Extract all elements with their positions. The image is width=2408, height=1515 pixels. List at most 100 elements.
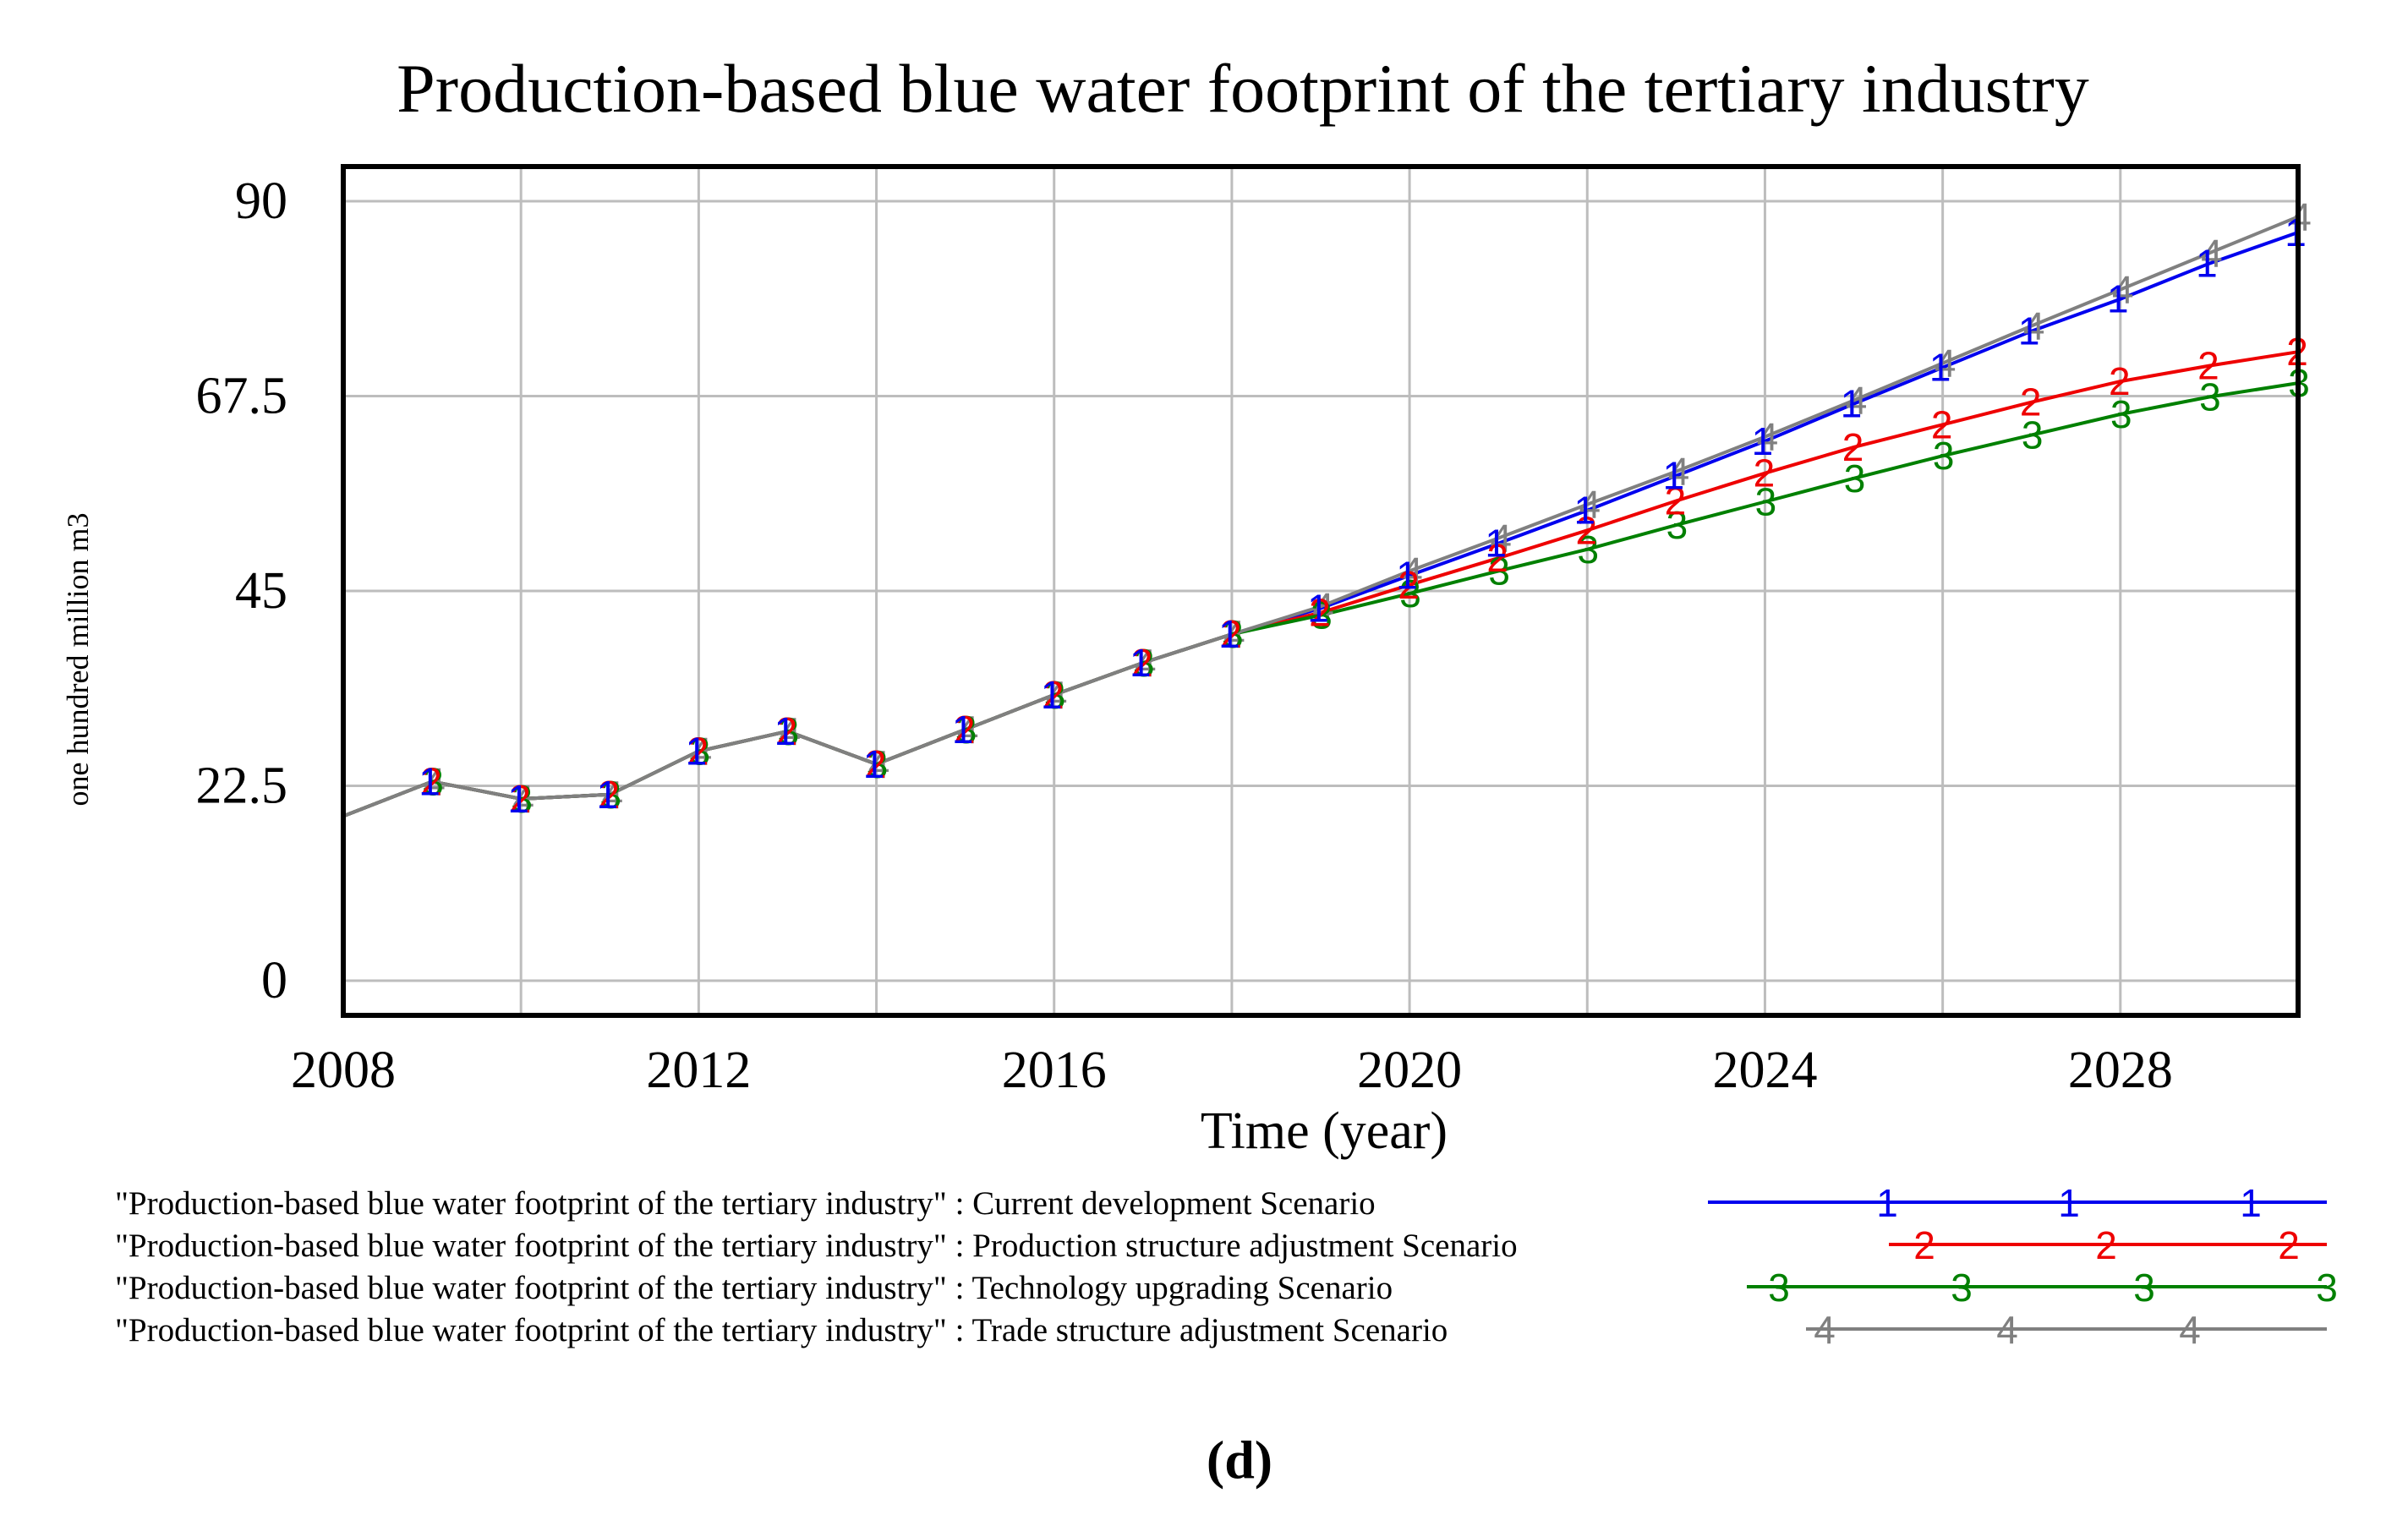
data-point-series-1: 1 [1041, 673, 1063, 717]
data-point-series-1: 1 [1573, 489, 1595, 533]
data-point-series-1: 1 [1485, 522, 1507, 566]
data-point-series-3: 3 [2110, 392, 2132, 436]
data-point-series-1: 1 [1396, 554, 1418, 598]
data-point-series-1: 1 [1841, 382, 1863, 426]
data-point-series-1: 1 [1929, 346, 1951, 390]
legend-label-2: "Production-based blue water footprint o… [115, 1228, 1518, 1264]
x-axis-ticks: 2008 2012 2016 2020 2024 2028 [291, 1042, 2173, 1099]
data-point-series-3: 3 [511, 777, 533, 821]
x-tick-label: 2024 [1712, 1042, 1817, 1099]
data-point-series-1: 1 [1307, 586, 1329, 630]
data-point-series-4: 4 [2112, 267, 2134, 311]
data-point-series-4: 4 [1846, 379, 1868, 423]
data-point-series-2: 2 [2197, 344, 2219, 388]
data-point-series-2: 2 [509, 777, 531, 821]
y-tick-label: 22.5 [196, 758, 288, 815]
legend-marker-1: 1 [1876, 1181, 1898, 1225]
x-axis-label: Time (year) [1201, 1102, 1448, 1160]
data-point-series-4: 4 [2201, 231, 2223, 275]
data-point-series-4: 4 [1490, 517, 1512, 561]
data-point-series-4: 4 [1668, 450, 1690, 494]
data-point-series-2: 2 [865, 742, 887, 786]
legend-marker-4: 4 [1814, 1308, 1836, 1352]
data-point-series-2: 2 [420, 759, 442, 803]
legend-marker-4: 4 [1996, 1308, 2018, 1352]
data-point-series-1: 1 [1752, 419, 1774, 463]
data-point-series-1: 1 [1663, 454, 1685, 498]
data-point-series-1: 1 [686, 730, 708, 774]
data-point-series-3: 3 [2022, 413, 2044, 457]
data-point-series-1: 1 [774, 709, 796, 753]
data-point-series-3: 3 [599, 773, 621, 817]
data-point-series-3: 3 [1133, 641, 1155, 685]
data-point-series-2: 2 [1131, 641, 1153, 685]
data-point-series-4: 4 [601, 773, 623, 817]
legend-marker-3: 3 [2133, 1266, 2155, 1310]
data-point-series-4: 4 [1757, 415, 1779, 459]
data-point-series-3: 3 [955, 708, 977, 752]
data-point-series-1: 1 [1218, 612, 1240, 656]
series-line-4 [342, 215, 2299, 818]
x-tick-label: 2008 [291, 1042, 396, 1099]
data-point-series-3: 3 [422, 759, 444, 803]
data-point-series-2: 2 [1486, 536, 1508, 580]
data-point-series-1: 1 [2018, 309, 2040, 353]
data-point-series-3: 3 [1044, 673, 1066, 717]
data-point-series-2: 2 [2020, 380, 2042, 424]
legend-marker-2: 2 [2095, 1223, 2117, 1267]
data-point-series-2: 2 [1931, 402, 1953, 446]
data-point-series-3: 3 [867, 742, 889, 786]
data-point-series-4: 4 [1579, 483, 1601, 527]
legend-marker-2: 2 [1913, 1223, 1935, 1267]
data-point-series-2: 2 [598, 773, 620, 817]
series-lines [342, 215, 2299, 818]
data-point-series-3: 3 [1577, 528, 1599, 572]
chart-title: Production-based blue water footprint of… [397, 50, 2089, 127]
data-point-series-3: 3 [2199, 375, 2221, 419]
data-point-series-4: 4 [1223, 612, 1245, 656]
data-point-series-4: 4 [512, 777, 534, 821]
data-point-series-3: 3 [1933, 434, 1955, 478]
x-tick-label: 2028 [2068, 1042, 2173, 1099]
data-point-series-3: 3 [1755, 479, 1777, 523]
data-point-series-3: 3 [689, 730, 711, 774]
data-point-series-1: 1 [596, 773, 618, 817]
data-point-series-2: 2 [1043, 673, 1064, 717]
data-point-series-3: 3 [1222, 612, 1244, 656]
data-point-series-2: 2 [1754, 451, 1776, 495]
legend-label-4: "Production-based blue water footprint o… [115, 1312, 1448, 1348]
legend-marker-3: 3 [2316, 1266, 2338, 1310]
x-tick-label: 2012 [646, 1042, 751, 1099]
legend-marker-1: 1 [2240, 1181, 2262, 1225]
data-point-series-4: 4 [2023, 304, 2045, 348]
x-tick-label: 2016 [1002, 1042, 1107, 1099]
data-point-series-4: 4 [1312, 584, 1334, 628]
data-point-series-1: 1 [2196, 242, 2218, 286]
panel-label: (d) [1207, 1430, 1272, 1490]
data-point-series-2: 2 [1575, 508, 1597, 552]
data-point-series-1: 1 [419, 759, 441, 803]
data-point-series-2: 2 [1309, 591, 1331, 635]
y-tick-label: 90 [235, 172, 287, 230]
legend-marker-1: 1 [2058, 1181, 2080, 1225]
y-tick-label: 67.5 [196, 367, 288, 424]
data-point-series-4: 4 [957, 708, 979, 752]
legend-marker-3: 3 [1951, 1266, 1973, 1310]
data-point-series-2: 2 [1842, 425, 1864, 469]
y-axis-label: one hundred million m3 [61, 513, 95, 807]
legend-label-3: "Production-based blue water footprint o… [115, 1270, 1393, 1306]
y-tick-label: 45 [235, 562, 287, 620]
data-point-series-3: 3 [1311, 593, 1333, 637]
data-point-series-2: 2 [1398, 563, 1420, 607]
data-point-series-4: 4 [1401, 549, 1423, 593]
y-axis-ticks: 0 22.5 45 67.5 90 [196, 172, 288, 1009]
data-point-series-2: 2 [776, 709, 798, 753]
data-point-series-3: 3 [1666, 503, 1688, 547]
data-point-series-1: 1 [952, 708, 974, 752]
data-point-series-2: 2 [1665, 479, 1687, 522]
data-point-series-1: 1 [1130, 641, 1152, 685]
y-tick-label: 0 [261, 952, 287, 1009]
plot-frame [341, 164, 2301, 1018]
data-point-series-4: 4 [780, 709, 802, 753]
